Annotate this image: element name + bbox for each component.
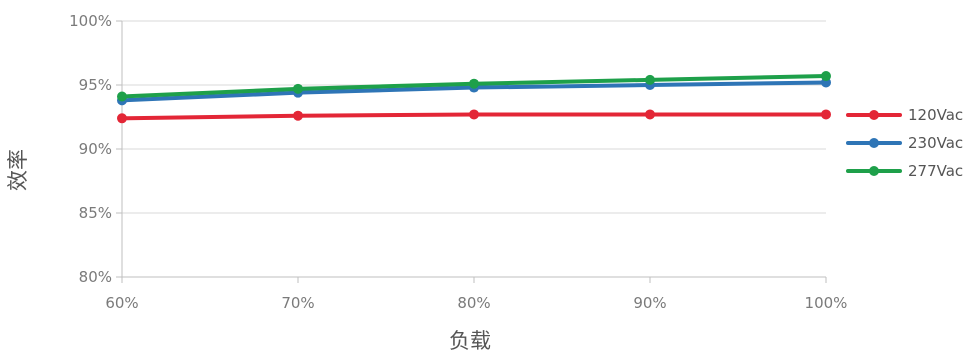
legend-label: 230Vac	[908, 134, 963, 152]
legend-item-230vac: 230Vac	[846, 134, 963, 152]
series-lines	[117, 71, 831, 124]
legend-item-277vac: 277Vac	[846, 162, 963, 180]
x-tick-label: 60%	[105, 294, 138, 312]
x-tick-label: 80%	[457, 294, 490, 312]
data-point	[293, 83, 303, 94]
legend-swatch-marker	[869, 138, 879, 148]
y-tick-label: 95%	[79, 76, 112, 94]
data-point	[117, 91, 127, 102]
x-tick-label: 100%	[805, 294, 848, 312]
y-axis-ticks: 80% 85% 90% 95% 100%	[69, 12, 122, 286]
data-point	[469, 109, 479, 120]
y-tick-label: 90%	[79, 140, 112, 158]
data-point	[469, 78, 479, 89]
data-point	[645, 109, 655, 120]
series-120vac	[117, 109, 831, 124]
data-point	[117, 113, 127, 124]
y-tick-label: 80%	[79, 268, 112, 286]
legend-swatch-marker	[869, 166, 879, 176]
x-tick-label: 70%	[281, 294, 314, 312]
data-point	[821, 109, 831, 120]
x-axis-ticks: 60% 70% 80% 90% 100%	[105, 277, 847, 312]
x-axis-title: 负载	[449, 329, 491, 353]
legend-item-120vac: 120Vac	[846, 106, 963, 124]
legend-label: 120Vac	[908, 106, 963, 124]
legend-label: 277Vac	[908, 162, 963, 180]
data-point	[645, 74, 655, 85]
data-point	[821, 71, 831, 82]
y-tick-label: 85%	[79, 204, 112, 222]
data-point	[293, 110, 303, 121]
y-tick-label: 100%	[69, 12, 112, 30]
x-tick-label: 90%	[633, 294, 666, 312]
legend-swatch-marker	[869, 110, 879, 120]
y-axis-title: 效率	[6, 149, 30, 191]
series-277vac	[117, 71, 831, 102]
legend: 120Vac 230Vac 277Vac	[846, 106, 963, 180]
